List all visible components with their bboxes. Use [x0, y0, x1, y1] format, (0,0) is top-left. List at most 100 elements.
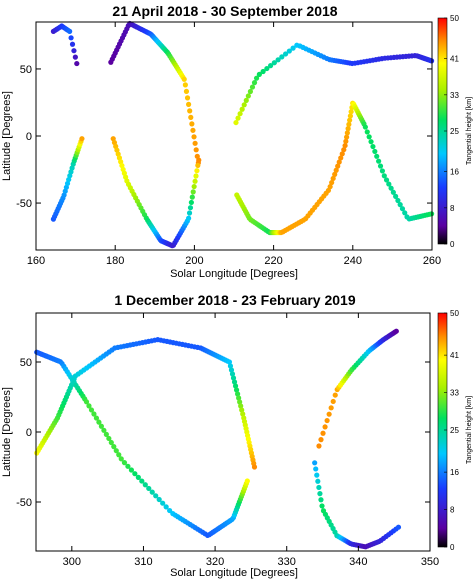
data-point [327, 184, 333, 190]
data-point [329, 179, 335, 186]
data-point [237, 399, 243, 405]
x-tick-label: 350 [421, 556, 439, 568]
data-point [193, 173, 199, 179]
x-tick-label: 330 [278, 556, 296, 568]
data-point [347, 117, 353, 123]
x-tick-label: 260 [423, 255, 441, 267]
data-point [364, 129, 370, 135]
data-point [88, 407, 95, 413]
data-point [101, 427, 107, 433]
data-point [193, 147, 199, 153]
data-point [239, 106, 245, 112]
x-tick-label: 240 [344, 255, 362, 267]
data-point [368, 139, 374, 145]
x-tick-label: 180 [106, 255, 124, 267]
data-point [68, 35, 74, 41]
data-point [336, 159, 342, 165]
data-point [93, 415, 100, 421]
data-point [318, 497, 324, 503]
data-point [388, 185, 394, 191]
data-point [245, 93, 251, 99]
chart-panel-2: 1 December 2018 - 23 February 2019 300 31… [1, 292, 473, 579]
data-point [372, 148, 378, 155]
data-point [187, 205, 194, 211]
data-point [142, 482, 148, 488]
y-tick-label: 50 [20, 64, 32, 76]
data-point [393, 193, 399, 199]
data-point [192, 140, 198, 146]
data-point [98, 423, 104, 429]
data-point [397, 202, 403, 208]
x-ticks-1: 160 180 200 220 240 260 [27, 22, 441, 267]
data-point [322, 424, 328, 430]
data-point [103, 431, 109, 437]
data-point [402, 210, 408, 216]
data-point [195, 162, 201, 169]
data-point [243, 97, 249, 103]
plot-frame-1 [35, 21, 433, 251]
data-point [319, 503, 325, 509]
data-point [256, 71, 262, 77]
data-point [236, 395, 242, 401]
data-point [286, 48, 292, 54]
data-point [183, 88, 190, 94]
colorbar-tick-label: 0 [450, 543, 455, 552]
y-axis-label-1: Latitude [Degrees] [1, 91, 13, 181]
data-point [69, 41, 76, 47]
data-point [332, 392, 338, 398]
data-point [188, 199, 194, 206]
colorbar-tick-label: 50 [450, 14, 459, 23]
data-point [320, 430, 326, 436]
x-axis-label-1: Solar Longitude [Degrees] [170, 268, 298, 280]
data-point [314, 472, 320, 478]
data-point [233, 387, 240, 393]
data-point [228, 367, 235, 373]
data-point [338, 155, 344, 161]
data-point [249, 84, 256, 90]
colorbar-ticks-2: 0 8 16 25 33 41 50 [444, 309, 459, 552]
data-point [290, 45, 296, 51]
data-point [318, 437, 324, 443]
data-point [315, 478, 321, 484]
data-point [186, 215, 192, 221]
data-point [370, 143, 376, 150]
data-point [381, 173, 387, 179]
data-point [139, 478, 145, 484]
data-point [79, 136, 85, 142]
data-point [184, 95, 191, 101]
data-point [72, 54, 78, 60]
x-axis-label-2: Solar Longitude [Degrees] [170, 567, 298, 579]
data-point [190, 127, 196, 133]
colorbar-tick-label: 25 [450, 127, 459, 136]
data-point [332, 171, 338, 177]
data-point [264, 65, 270, 72]
colorbar-tick-label: 33 [450, 389, 459, 398]
data-point [186, 210, 193, 216]
data-point [313, 466, 319, 472]
data-point [247, 88, 253, 95]
data-point [189, 121, 195, 127]
colorbar-tick-label: 0 [450, 240, 455, 249]
data-point [113, 448, 119, 454]
data-point [348, 109, 354, 115]
data-point [106, 435, 112, 442]
data-point [379, 168, 386, 174]
data-point [182, 82, 188, 88]
data-point [328, 405, 334, 411]
data-point [341, 147, 347, 153]
colorbar-tick-label: 41 [450, 55, 459, 64]
data-point [121, 460, 128, 466]
data-point [399, 206, 406, 212]
data-point [67, 28, 73, 34]
y-tick-label: -50 [16, 198, 32, 210]
data-point [235, 391, 241, 397]
data-point [156, 496, 162, 503]
colorbar-tick-label: 8 [450, 204, 455, 213]
data-point [342, 142, 348, 149]
data-point [111, 444, 117, 450]
y-ticks-1: -50 0 50 [16, 64, 432, 210]
data-point [116, 452, 122, 458]
data-point [71, 48, 77, 54]
data-point [344, 130, 350, 136]
